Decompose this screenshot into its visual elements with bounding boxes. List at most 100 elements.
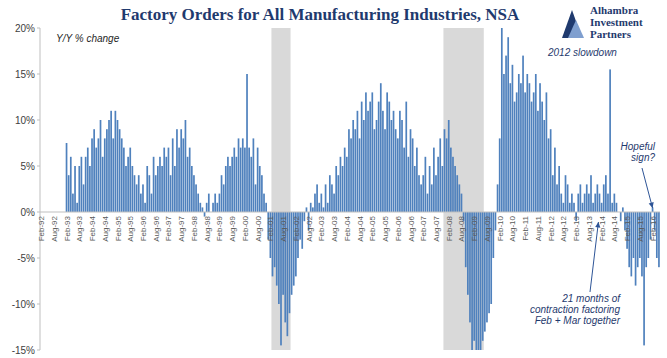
bar — [393, 111, 395, 212]
bar — [369, 102, 371, 212]
bar — [384, 129, 386, 212]
bar — [257, 148, 259, 212]
bar — [614, 194, 616, 212]
bar — [83, 184, 85, 212]
bar — [191, 166, 193, 212]
bar — [586, 184, 588, 212]
bar — [206, 203, 208, 212]
bar — [388, 102, 390, 212]
bar — [603, 184, 605, 212]
bar — [348, 129, 350, 212]
bar — [255, 184, 257, 212]
recession-bands — [271, 28, 483, 350]
bar — [223, 184, 225, 212]
bar — [382, 111, 384, 212]
bar — [520, 83, 522, 212]
bar — [189, 148, 191, 212]
bar — [514, 102, 516, 212]
bar — [121, 138, 123, 212]
bar — [310, 203, 312, 212]
bar — [346, 157, 348, 212]
y-tick-label: 20% — [15, 23, 35, 34]
y-tick-label: 15% — [15, 69, 35, 80]
bar — [374, 129, 376, 212]
bar — [505, 56, 507, 212]
annotation-arrowhead — [649, 202, 654, 208]
x-tick-label: Aug-02 — [305, 215, 314, 241]
x-tick-label: Feb-92 — [37, 215, 46, 241]
bar — [335, 166, 337, 212]
bar — [176, 129, 178, 212]
x-tick-label: Feb-96 — [139, 215, 148, 241]
bar — [102, 157, 104, 212]
bars — [66, 28, 660, 350]
bar — [526, 74, 528, 212]
bar — [289, 212, 291, 313]
bar — [563, 203, 565, 212]
x-tick-label: Feb-97 — [164, 215, 173, 241]
annotation: 21 months of — [561, 293, 621, 304]
bar — [459, 184, 461, 212]
bar — [399, 111, 401, 212]
bar — [250, 157, 252, 212]
bar — [569, 203, 571, 212]
bar — [74, 166, 76, 212]
y-tick-label: -15% — [12, 345, 35, 356]
bar — [354, 129, 356, 212]
bar — [174, 166, 176, 212]
bar — [119, 129, 121, 212]
bar — [138, 175, 140, 212]
bar — [233, 148, 235, 212]
bar — [246, 74, 248, 212]
bar — [456, 175, 458, 212]
bar — [497, 184, 499, 212]
bar — [104, 138, 106, 212]
bar — [605, 175, 607, 212]
x-tick-label: Aug-10 — [508, 215, 517, 241]
bar — [425, 157, 427, 212]
annotation-arrow — [590, 222, 598, 292]
bar — [501, 28, 503, 212]
y-axis: 20%15%10%5%0%-5%-10%-15% — [12, 23, 40, 356]
bar — [172, 138, 174, 212]
bar — [442, 166, 444, 212]
bar — [533, 92, 535, 212]
bar — [159, 157, 161, 212]
x-tick-label: Feb-95 — [114, 215, 123, 241]
bar — [112, 138, 114, 212]
bar — [405, 102, 407, 212]
bar — [306, 207, 308, 212]
bar — [371, 92, 373, 212]
x-tick-label: Feb-12 — [547, 215, 556, 241]
bar — [163, 148, 165, 212]
x-tick-label: Aug-01 — [279, 215, 288, 241]
x-tick-label: Feb-00 — [241, 215, 250, 241]
x-tick-label: Aug-07 — [432, 215, 441, 241]
bar — [236, 157, 238, 212]
bar — [357, 111, 359, 212]
bar — [395, 129, 397, 212]
bar — [170, 175, 172, 212]
bar — [507, 37, 509, 212]
x-tick-label: Feb-11 — [521, 215, 530, 240]
recession-band — [443, 28, 483, 350]
bar — [81, 157, 83, 212]
y-tick — [37, 28, 40, 29]
x-tick-label: Aug-96 — [152, 215, 161, 241]
bar — [110, 111, 112, 212]
bar — [403, 148, 405, 212]
bar — [78, 166, 80, 212]
x-tick-label: Aug-00 — [254, 215, 263, 241]
bar — [620, 212, 622, 221]
bar — [89, 166, 91, 212]
x-tick-label: Aug-03 — [330, 215, 339, 241]
y-tick-label: -5% — [17, 253, 35, 264]
bar — [301, 212, 303, 249]
bar — [316, 184, 318, 212]
bar — [450, 148, 452, 212]
bar — [263, 194, 265, 212]
bar — [66, 143, 68, 212]
bar — [350, 138, 352, 212]
bar — [165, 157, 167, 212]
bar — [333, 194, 335, 212]
